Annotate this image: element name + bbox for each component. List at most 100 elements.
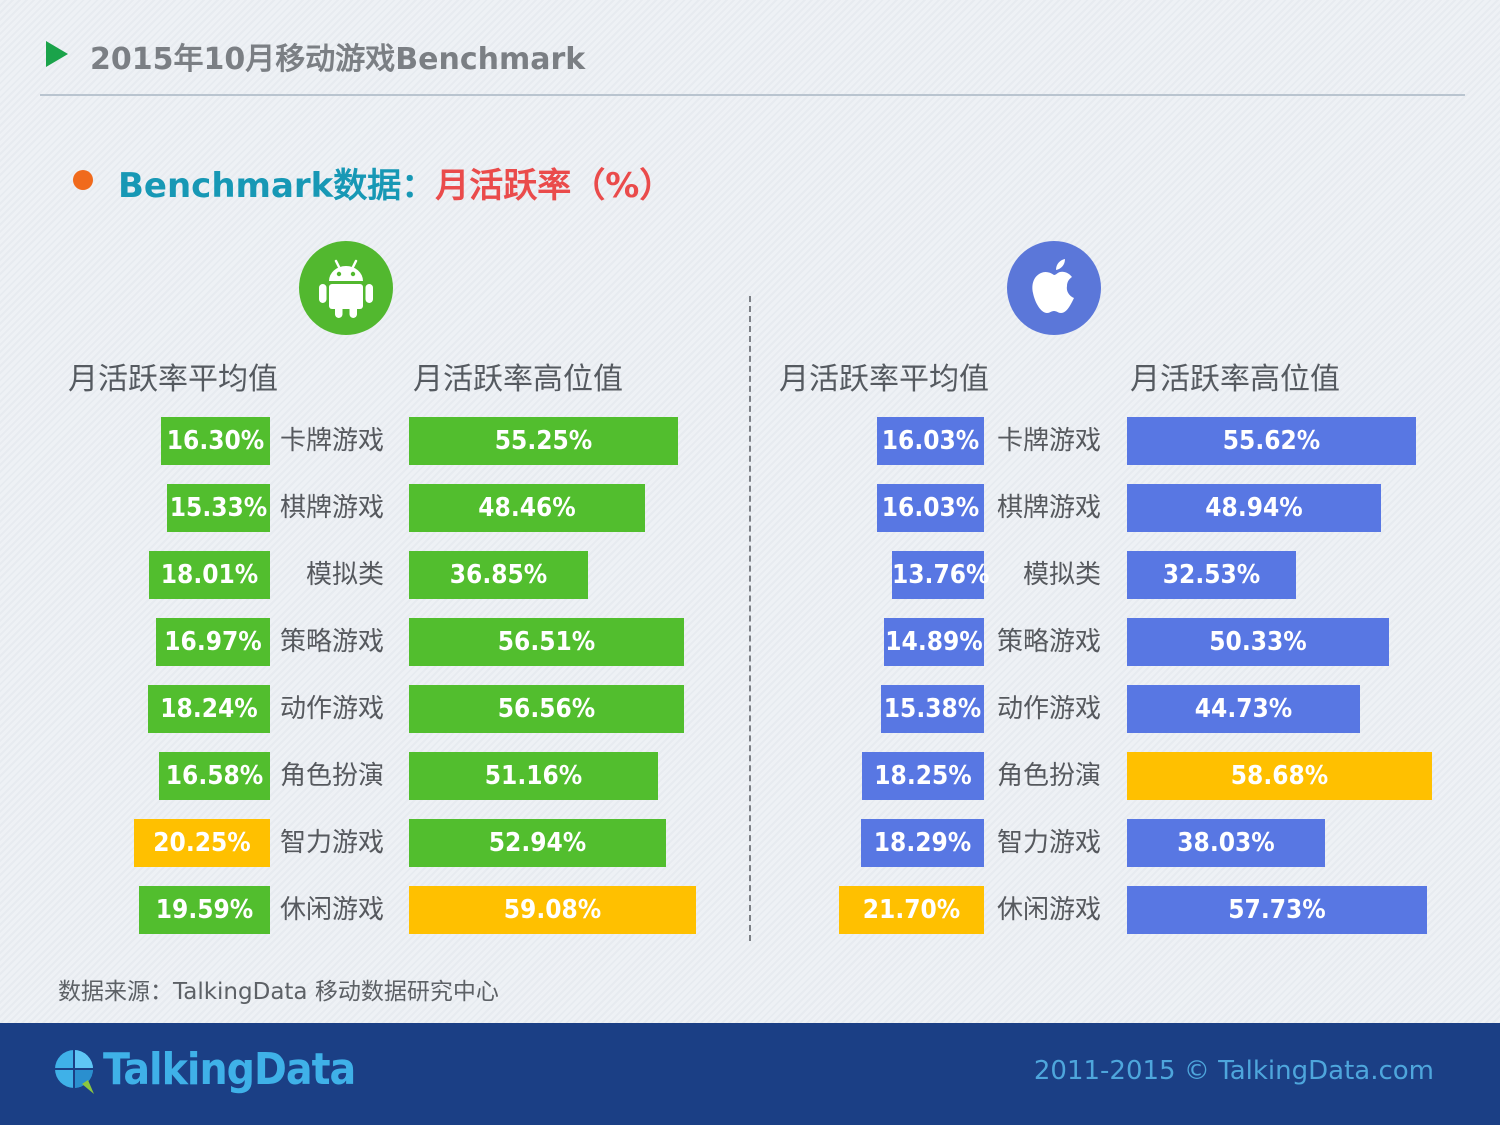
android-avg-value-label: 16.30% xyxy=(166,426,265,456)
ios-avg-bar: 18.29% xyxy=(861,819,984,867)
ios-high-value-label: 44.73% xyxy=(1194,694,1293,724)
subtitle-metric: 月活跃率（%） xyxy=(435,166,674,206)
ios-avg-bar: 13.76% xyxy=(892,551,990,599)
header-divider xyxy=(40,94,1465,96)
android-category-label: 卡牌游戏 xyxy=(279,426,384,456)
apple-icon xyxy=(1032,259,1074,313)
ios-high-value-label: 58.68% xyxy=(1230,761,1329,791)
ios-category-label: 动作游戏 xyxy=(996,694,1101,724)
ios-high-value-label: 48.94% xyxy=(1205,493,1303,523)
ios-avg-value-label: 13.76% xyxy=(892,560,990,590)
footer-bar xyxy=(0,1023,1500,1125)
ios-high-value-label: 50.33% xyxy=(1209,627,1307,657)
android-high-bar: 36.85% xyxy=(409,551,588,599)
android-avg-bar: 15.33% xyxy=(167,484,270,532)
android-high-bar: 51.16% xyxy=(409,752,658,800)
brand-name: TalkingData xyxy=(103,1044,356,1095)
subtitle-prefix: Benchmark数据： xyxy=(118,166,436,206)
android-avg-bar: 16.30% xyxy=(161,417,270,465)
ios-avg-bar: 16.03% xyxy=(877,417,984,465)
android-logo xyxy=(299,241,393,335)
android-category-label: 角色扮演 xyxy=(279,761,384,791)
android-high-value-label: 52.94% xyxy=(488,828,587,858)
android-category-label: 动作游戏 xyxy=(279,694,384,724)
android-category-label: 模拟类 xyxy=(305,560,384,590)
ios-category-label: 智力游戏 xyxy=(996,828,1101,858)
ios-avg-bar: 15.38% xyxy=(881,685,984,733)
panel-divider xyxy=(749,296,751,941)
android-high-bar: 59.08% xyxy=(409,886,696,934)
android-high-value-label: 55.25% xyxy=(494,426,593,456)
android-category-label: 棋牌游戏 xyxy=(279,493,384,523)
ios-avg-value-label: 18.25% xyxy=(874,761,972,791)
ios-category-label: 策略游戏 xyxy=(996,627,1101,657)
android-avg-value-label: 18.24% xyxy=(160,694,258,724)
ios-avg-bar: 18.25% xyxy=(862,752,984,800)
android-high-bar: 56.51% xyxy=(409,618,684,666)
android-avg-bar: 18.24% xyxy=(148,685,270,733)
ios-high-value-label: 32.53% xyxy=(1162,560,1261,590)
android-high-value-label: 48.46% xyxy=(478,493,576,523)
android-avg-value-label: 16.97% xyxy=(164,627,262,657)
android-high-heading: 月活跃率高位值 xyxy=(413,362,623,397)
android-high-value-label: 56.56% xyxy=(497,694,596,724)
ios-category-label: 模拟类 xyxy=(1022,560,1101,590)
ios-high-bar: 38.03% xyxy=(1127,819,1325,867)
ios-avg-value-label: 21.70% xyxy=(862,895,961,925)
android-avg-bar: 19.59% xyxy=(139,886,270,934)
android-category-label: 智力游戏 xyxy=(279,828,384,858)
ios-avg-bar: 14.89% xyxy=(884,618,984,666)
ios-category-label: 卡牌游戏 xyxy=(996,426,1101,456)
android-avg-bar: 16.58% xyxy=(159,752,270,800)
android-avg-heading: 月活跃率平均值 xyxy=(68,362,278,397)
android-high-value-label: 56.51% xyxy=(497,627,596,657)
ios-avg-value-label: 16.03% xyxy=(881,493,980,523)
android-high-bar: 48.46% xyxy=(409,484,645,532)
ios-high-bar: 32.53% xyxy=(1127,551,1296,599)
ios-category-label: 休闲游戏 xyxy=(996,895,1101,925)
ios-category-label: 角色扮演 xyxy=(996,761,1101,791)
android-high-value-label: 36.85% xyxy=(449,560,548,590)
section-subtitle: Benchmark数据：月活跃率（%） xyxy=(118,158,673,207)
android-avg-value-label: 19.59% xyxy=(155,895,254,925)
android-icon xyxy=(319,259,373,318)
ios-high-bar: 58.68% xyxy=(1127,752,1432,800)
ios-high-bar: 57.73% xyxy=(1127,886,1427,934)
ios-avg-value-label: 18.29% xyxy=(873,828,972,858)
android-avg-value-label: 18.01% xyxy=(160,560,259,590)
ios-high-bar: 44.73% xyxy=(1127,685,1360,733)
ios-avg-value-label: 14.89% xyxy=(885,627,983,657)
ios-avg-heading: 月活跃率平均值 xyxy=(779,362,989,397)
android-avg-value-label: 20.25% xyxy=(153,828,251,858)
ios-high-value-label: 38.03% xyxy=(1177,828,1275,858)
android-avg-bar: 20.25% xyxy=(134,819,270,867)
ios-avg-value-label: 15.38% xyxy=(883,694,982,724)
android-avg-bar: 16.97% xyxy=(156,618,270,666)
ios-avg-bar: 16.03% xyxy=(877,484,984,532)
android-high-value-label: 51.16% xyxy=(484,761,583,791)
play-arrow-icon xyxy=(46,41,68,67)
ios-high-value-label: 57.73% xyxy=(1228,895,1326,925)
ios-avg-value-label: 16.03% xyxy=(881,426,980,456)
page-title: 2015年10月移动游戏Benchmark xyxy=(90,42,586,77)
android-high-bar: 55.25% xyxy=(409,417,678,465)
android-high-bar: 52.94% xyxy=(409,819,666,867)
ios-high-bar: 50.33% xyxy=(1127,618,1389,666)
talkingdata-logo-icon xyxy=(52,1048,100,1100)
android-category-label: 休闲游戏 xyxy=(279,895,384,925)
android-avg-value-label: 15.33% xyxy=(169,493,268,523)
android-high-value-label: 59.08% xyxy=(503,895,602,925)
data-source-note: 数据来源：TalkingData 移动数据研究中心 xyxy=(58,979,499,1005)
apple-logo xyxy=(1007,241,1101,335)
ios-avg-bar: 21.70% xyxy=(839,886,984,934)
ios-high-bar: 55.62% xyxy=(1127,417,1416,465)
ios-high-bar: 48.94% xyxy=(1127,484,1381,532)
android-category-label: 策略游戏 xyxy=(279,627,384,657)
copyright-text: 2011-2015 © TalkingData.com xyxy=(1033,1056,1434,1086)
android-avg-bar: 18.01% xyxy=(149,551,270,599)
bullet-dot-icon xyxy=(73,170,93,190)
ios-high-heading: 月活跃率高位值 xyxy=(1130,362,1340,397)
android-high-bar: 56.56% xyxy=(409,685,684,733)
ios-category-label: 棋牌游戏 xyxy=(996,493,1101,523)
android-avg-value-label: 16.58% xyxy=(165,761,264,791)
